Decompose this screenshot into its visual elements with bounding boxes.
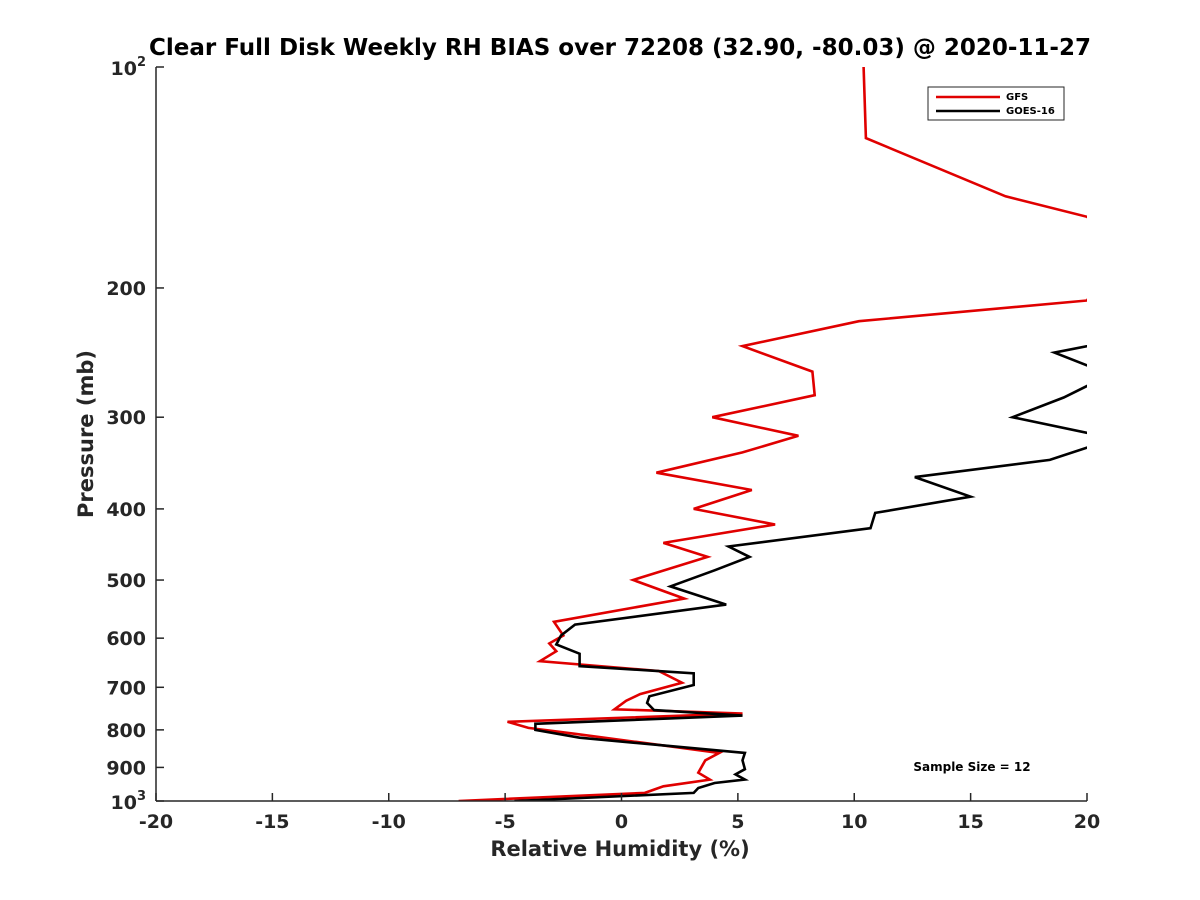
y-tick-exponent: 2 [137, 55, 146, 70]
y-tick-base: 10 [111, 58, 137, 80]
y-tick-label: 700 [106, 677, 146, 699]
y-tick-label: 900 [106, 757, 146, 779]
legend-box [927, 86, 1065, 121]
y-tick-label-power: 103 [111, 789, 147, 814]
y-tick-base: 10 [111, 792, 137, 814]
x-tick-label: -15 [255, 811, 289, 833]
x-tick-label: -10 [372, 811, 406, 833]
x-axis-label: Relative Humidity (%) [490, 837, 749, 861]
y-tick-label: 600 [106, 628, 146, 650]
x-tick-label: 5 [731, 811, 744, 833]
x-tick-label: 0 [615, 811, 628, 833]
x-tick-label: -20 [139, 811, 173, 833]
legend: GFS GOES-16 [927, 86, 1065, 121]
legend-label-gfs: GFS [1006, 92, 1028, 103]
y-tick-exponent: 3 [137, 789, 146, 804]
y-tick-label: 500 [106, 570, 146, 592]
chart-title: Clear Full Disk Weekly RH BIAS over 7220… [149, 35, 1091, 61]
y-axis-label: Pressure (mb) [74, 350, 98, 518]
x-tick-label: 15 [957, 811, 983, 833]
axes [155, 67, 1087, 802]
y-tick-label: 800 [106, 720, 146, 742]
y-tick-label: 200 [106, 278, 146, 300]
series-line-goes-16 [514, 344, 1087, 801]
series-line-gfs [458, 67, 1087, 801]
x-tick-label: 10 [841, 811, 867, 833]
x-tick-label: 20 [1074, 811, 1100, 833]
sample-size-annotation: Sample Size = 12 [913, 760, 1030, 774]
x-tick-label: -5 [495, 811, 516, 833]
axis-ticks: -20 -15 -10 -5 0 5 10 15 20102200300400500600700… [106, 55, 1100, 833]
y-tick-label: 400 [106, 499, 146, 521]
legend-label-goes16: GOES-16 [1006, 106, 1055, 117]
y-tick-label: 300 [106, 407, 146, 429]
y-tick-label-power: 102 [111, 55, 147, 80]
series-lines [458, 67, 1087, 801]
